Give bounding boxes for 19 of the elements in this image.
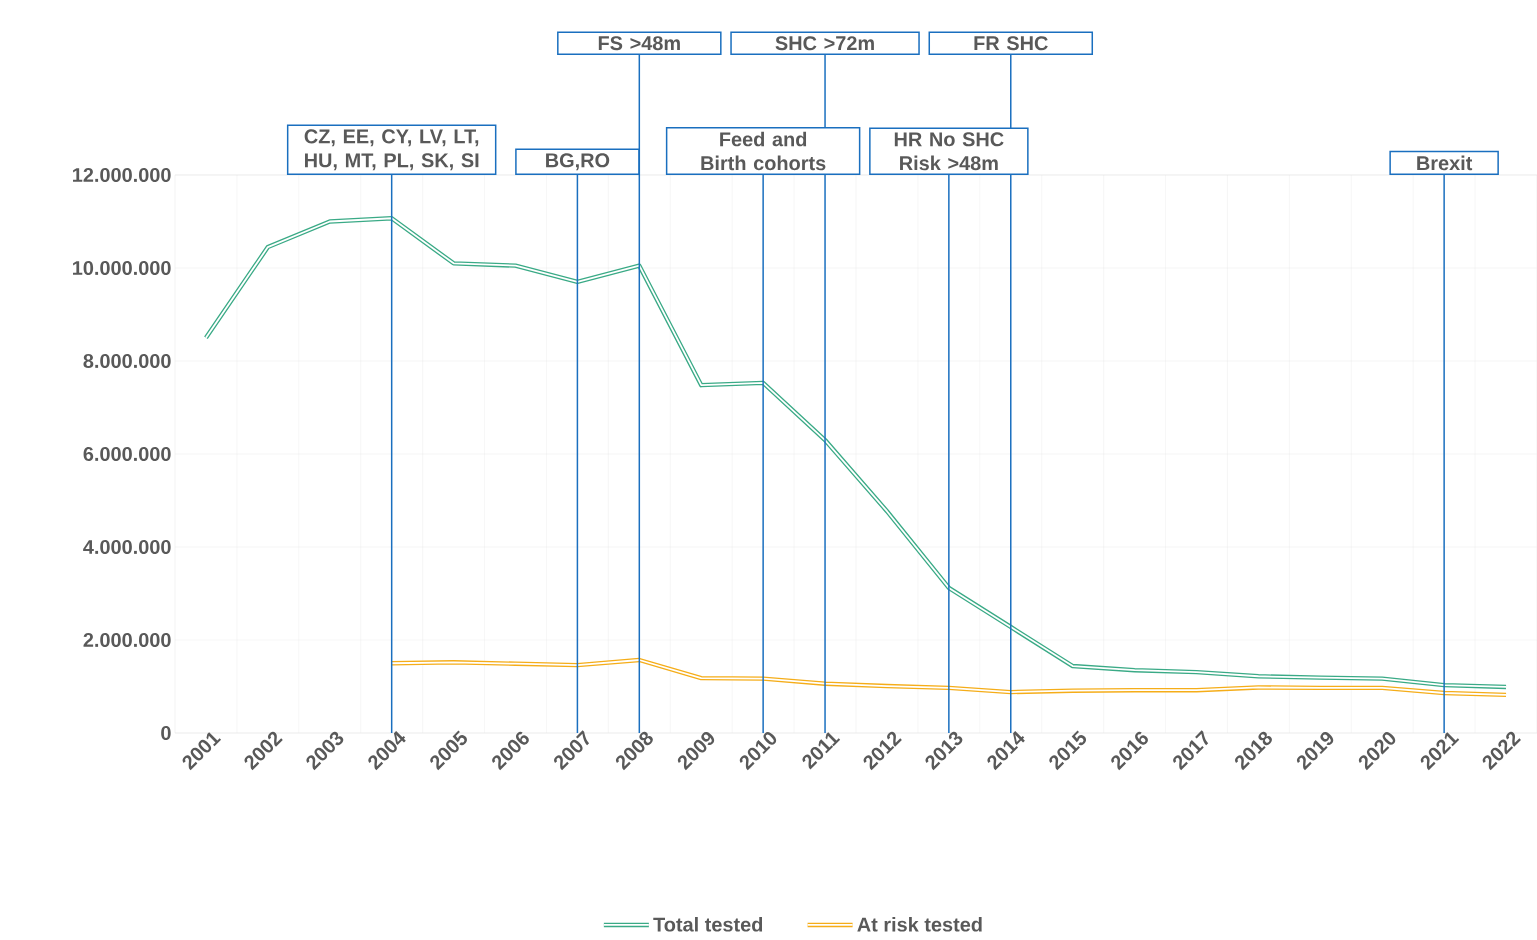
ref-line-label: FR SHC [974, 36, 1048, 51]
ref-line-label: FS >48m [598, 36, 680, 51]
ref-line-label: Brexit [1417, 155, 1473, 171]
y-tick-label: 4.000.000 [83, 539, 171, 555]
ref-line-label: CZ, EE, CY, LV, LT, HU, MT, PL, SK, SI [304, 129, 479, 171]
y-tick-label: 2.000.000 [83, 632, 171, 648]
line-series [203, 216, 1509, 690]
legend-label: At risk tested [857, 916, 982, 932]
y-tick-label: 10.000.000 [73, 260, 171, 276]
y-tick-label: 6.000.000 [83, 446, 171, 462]
ref-line-label: SHC >72m [775, 36, 874, 51]
y-tick-label: 0 [161, 725, 171, 741]
legend-label: Total tested [653, 916, 763, 932]
ref-line-label: HR No SHC Risk >48m [894, 132, 1004, 171]
ref-line-label: BG,RO [546, 153, 610, 171]
y-tick-label: 12.000.000 [73, 167, 171, 183]
y-tick-label: 8.000.000 [83, 353, 171, 369]
ref-line-label: Feed and Birth cohorts [701, 131, 826, 171]
line-series [389, 657, 1509, 698]
